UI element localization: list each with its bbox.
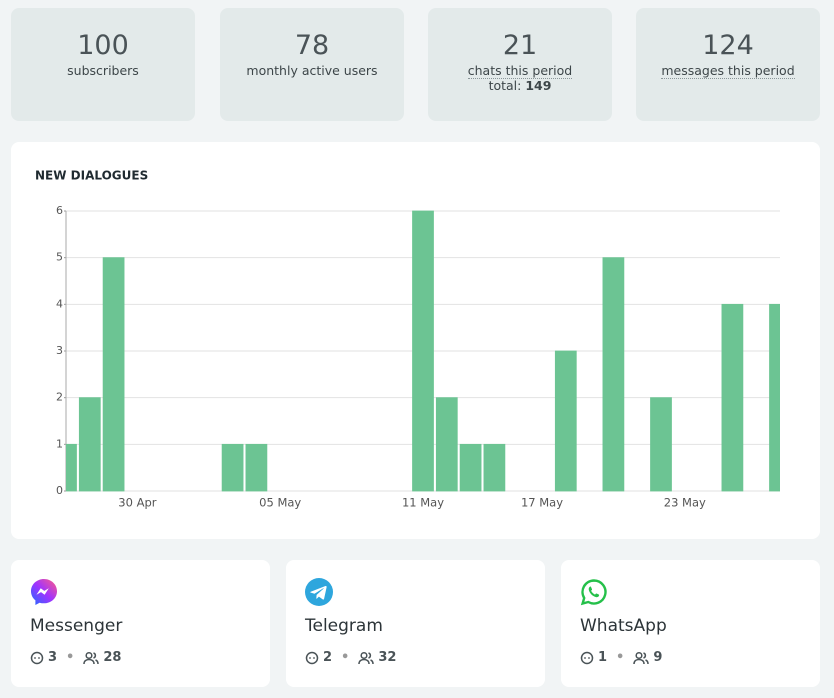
- separator: •: [341, 650, 350, 665]
- bar: [66, 443, 77, 492]
- bar: [554, 350, 577, 492]
- chat-count: 2: [323, 650, 333, 665]
- y-tick-label: 5: [56, 251, 63, 264]
- x-tick-label: 23 May: [664, 496, 706, 510]
- y-tick-label: 0: [56, 484, 63, 497]
- channel-card[interactable]: Messenger 3 • 28: [11, 560, 270, 687]
- channel-counts: 1 • 9: [580, 650, 662, 665]
- stat-label: chats this period: [467, 63, 573, 79]
- bar: [459, 443, 482, 492]
- channel-name: WhatsApp: [580, 616, 667, 636]
- channel-counts: 2 • 32: [305, 650, 396, 665]
- bar: [102, 257, 125, 492]
- stat-card: 21 chats this period total: 149: [428, 8, 612, 121]
- users-icon: [358, 651, 375, 664]
- user-count: 32: [378, 650, 397, 665]
- telegram-icon: [305, 578, 333, 606]
- user-count: 9: [653, 650, 663, 665]
- bar: [221, 443, 244, 492]
- stat-label-wrap: messages this period: [636, 63, 820, 79]
- chart: NEW DIALOGUES 0 1 2 3 4 5 6 30 Apr 05 May 11 May 1…: [35, 169, 780, 510]
- channel-name: Messenger: [30, 616, 123, 636]
- y-tick-label: 6: [56, 204, 63, 217]
- chart-card: NEW DIALOGUES 0 1 2 3 4 5 6 30 Apr 05 May 11 May 1…: [11, 142, 820, 539]
- y-tick-label: 2: [56, 391, 63, 404]
- stat-label: subscribers: [67, 63, 139, 78]
- x-tick-label: 05 May: [259, 496, 301, 510]
- stat-label: messages this period: [661, 63, 795, 79]
- stat-label-wrap: chats this period: [428, 63, 612, 79]
- stat-value: 124: [702, 30, 754, 61]
- stat-card: 100 subscribers: [11, 8, 195, 121]
- separator: •: [616, 650, 625, 665]
- stat-value: 100: [77, 30, 129, 61]
- messenger-icon: [31, 579, 57, 605]
- total-value: 149: [525, 78, 552, 93]
- channel-name: Telegram: [305, 616, 383, 636]
- channel-card[interactable]: Telegram 2 • 32: [286, 560, 545, 687]
- users-icon: [83, 651, 100, 664]
- bar: [245, 443, 268, 492]
- stat-label: monthly active users: [246, 63, 378, 78]
- x-tick-label: 17 May: [521, 496, 563, 510]
- chat-icon: [305, 651, 319, 664]
- stat-total: total: 149: [428, 78, 612, 93]
- bar: [721, 303, 744, 492]
- chat-count: 3: [48, 650, 58, 665]
- x-tick-label: 30 Apr: [118, 496, 156, 510]
- channel-card[interactable]: WhatsApp 1 • 9: [561, 560, 820, 687]
- bar: [650, 397, 672, 492]
- whatsapp-icon: [580, 579, 607, 606]
- channel-counts: 3 • 28: [30, 650, 121, 665]
- total-label: total:: [488, 78, 522, 93]
- y-tick-label: 4: [56, 297, 63, 310]
- x-tick-label: 11 May: [402, 496, 444, 510]
- bar: [78, 397, 101, 492]
- stat-value: 78: [294, 30, 330, 61]
- bar: [483, 443, 506, 492]
- y-tick-label: 3: [56, 344, 63, 357]
- bar: [435, 397, 458, 492]
- user-count: 28: [103, 650, 122, 665]
- y-tick-label: 1: [56, 437, 63, 450]
- bar: [602, 257, 625, 492]
- users-icon: [633, 651, 650, 664]
- chat-icon: [580, 651, 594, 664]
- chart-title: NEW DIALOGUES: [35, 169, 148, 183]
- bar: [769, 303, 780, 492]
- stat-value: 21: [502, 30, 538, 61]
- bar: [412, 210, 434, 492]
- chat-icon: [30, 651, 44, 664]
- stat-card: 78 monthly active users: [220, 8, 404, 121]
- separator: •: [66, 650, 75, 665]
- stat-card: 124 messages this period: [636, 8, 820, 121]
- chat-count: 1: [598, 650, 608, 665]
